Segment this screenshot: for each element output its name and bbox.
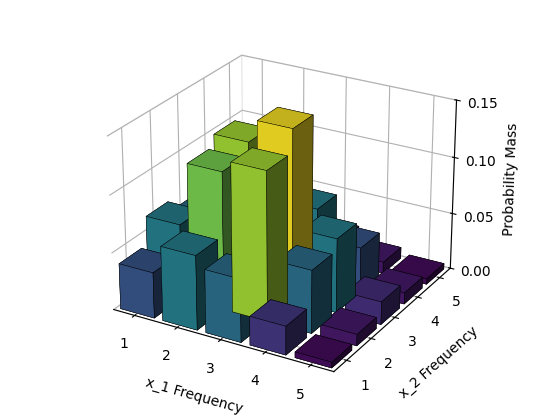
Y-axis label: x_2 Frequency: x_2 Frequency [396,324,481,401]
X-axis label: x_1 Frequency: x_1 Frequency [144,375,244,416]
